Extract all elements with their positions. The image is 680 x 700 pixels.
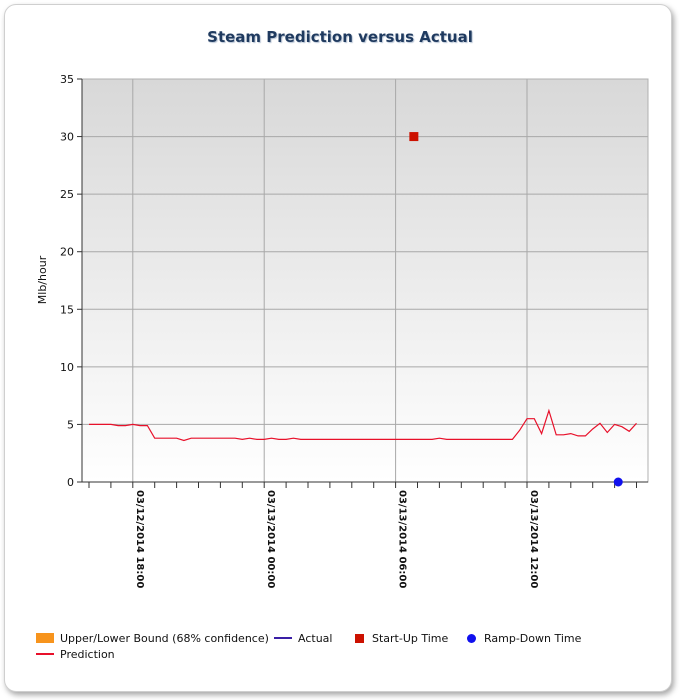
plot-area (82, 79, 648, 482)
legend-swatch-actual (274, 637, 292, 639)
series-line-prediction (89, 408, 637, 442)
legend-item-actual: Actual (274, 631, 332, 645)
y-tick-label: 10 (60, 361, 74, 374)
legend-item-startup: Start-Up Time (352, 631, 448, 645)
y-tick-label: 25 (60, 188, 74, 201)
legend-item-prediction: Prediction (36, 647, 115, 661)
y-tick-label: 20 (60, 246, 74, 259)
marker-ramp-down-time (613, 477, 623, 487)
legend-swatch-startup (355, 633, 364, 643)
x-axis: 03/12/2014 18:00 03/13/2014 00:00 03/13/20… (82, 481, 648, 588)
legend-label-actual: Actual (298, 631, 333, 645)
x-tick-label: 03/12/2014 18:00 (134, 490, 145, 588)
y-tick-label: 35 (60, 73, 74, 86)
x-tick-label: 03/13/2014 12:00 (528, 490, 539, 588)
legend-label-prediction: Prediction (60, 647, 115, 661)
chart-legend: Upper/Lower Bound (68% confidence) Actua… (36, 631, 656, 671)
y-tick-label: 15 (60, 303, 74, 316)
legend-item-rampdown: Ramp-Down Time (464, 631, 581, 645)
legend-label-rampdown: Ramp-Down Time (484, 631, 582, 645)
legend-swatch-prediction (36, 653, 54, 655)
y-axis-label: Mlb/hour (36, 255, 49, 304)
legend-swatch-bound (36, 633, 54, 643)
legend-label-bound: Upper/Lower Bound (68% confidence) (60, 631, 269, 645)
legend-label-startup: Start-Up Time (372, 631, 449, 645)
chart-plot: 0 5 10 15 20 25 30 35 03/12/2014 18:00 03/13/201… (36, 73, 649, 588)
y-tick-label: 30 (60, 131, 74, 144)
legend-item-bound: Upper/Lower Bound (68% confidence) (36, 631, 269, 645)
series-layer (89, 408, 637, 442)
legend-swatch-rampdown (467, 633, 476, 643)
y-tick-label: 5 (67, 418, 74, 431)
y-tick-label: 0 (67, 476, 74, 489)
marker-layer (409, 132, 623, 487)
chart-title: Steam Prediction versus Actual (207, 28, 473, 46)
y-axis: 0 5 10 15 20 25 30 35 (60, 73, 83, 489)
x-tick-label: 03/13/2014 06:00 (397, 490, 408, 588)
x-tick-label: 03/13/2014 00:00 (265, 490, 276, 588)
marker-startup-time (409, 132, 419, 142)
